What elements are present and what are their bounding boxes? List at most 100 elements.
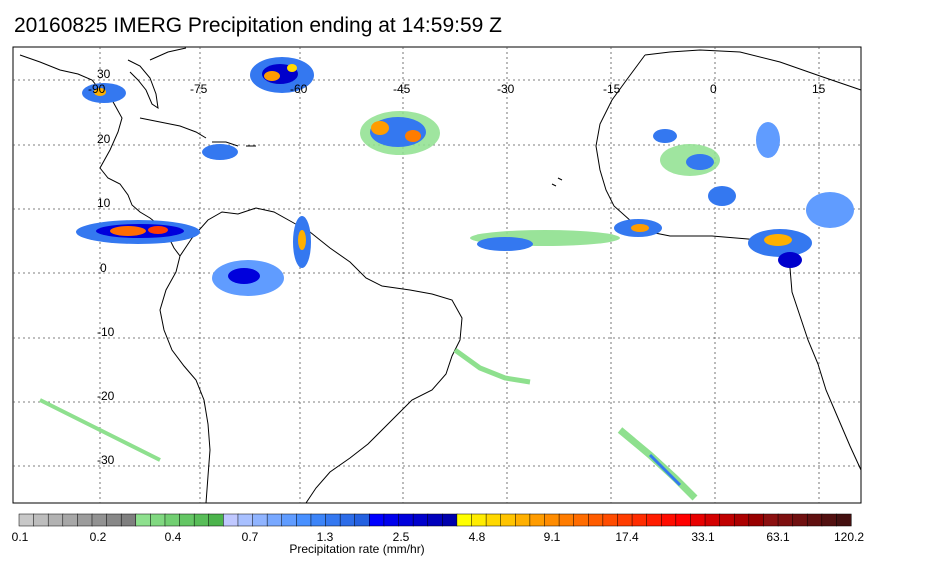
colorbar-swatch (661, 513, 677, 527)
africa-coast (595, 54, 862, 471)
colorbar-swatch (398, 513, 414, 527)
hispaniola (212, 141, 239, 147)
colorbar-swatch (748, 513, 764, 527)
colorbar-tick-label: 17.4 (615, 530, 639, 544)
lon-label: -15 (603, 82, 621, 96)
colorbar-swatch (588, 513, 604, 527)
lat-label: -20 (97, 389, 115, 403)
colorbar-swatch (164, 513, 181, 527)
colorbar-swatch (208, 513, 224, 527)
colorbar-swatch (558, 513, 575, 527)
lon-label: -90 (88, 82, 106, 96)
frontal-band-brazil (453, 347, 531, 385)
lat-label: 10 (97, 196, 111, 210)
colorbar-tick-label: 0.4 (165, 530, 182, 544)
longitude-labels: -90 -75 -60 -45 -30 -15 0 15 (88, 82, 826, 96)
cuba (139, 117, 207, 139)
map-frame (12, 46, 862, 504)
colorbar-swatch (792, 513, 808, 527)
latitude-labels: 30 20 10 0 -10 -20 -30 (97, 67, 115, 467)
colorbar-swatch (193, 513, 210, 527)
colorbar-swatch (573, 513, 589, 527)
colorbar-swatch (237, 513, 254, 527)
colorbar-swatch (325, 513, 341, 527)
colorbar-tick-label: 63.1 (766, 530, 790, 544)
south-america-west-coast (159, 255, 211, 504)
colorbar-tick-labels: 0.1 0.2 0.4 0.7 1.3 2.5 4.8 9.1 17.4 33.… (12, 530, 865, 544)
colorbar-swatch (77, 513, 93, 527)
lon-label: -30 (497, 82, 515, 96)
colorbar-swatch (500, 513, 516, 527)
lat-label: 0 (100, 261, 107, 275)
colorbar-swatch (296, 513, 312, 527)
colorbar-swatch (412, 513, 429, 527)
colorbar-swatch (690, 513, 706, 527)
colorbar-swatch (354, 513, 370, 527)
colorbar-swatch (704, 513, 721, 527)
lon-label: -60 (290, 82, 308, 96)
colorbar-swatch (631, 513, 648, 527)
south-america-coast (179, 207, 463, 504)
colorbar-tick-label: 33.1 (691, 530, 715, 544)
colorbar-swatch (646, 513, 662, 527)
colorbar-swatch (836, 513, 852, 527)
colorbar-swatch (281, 513, 297, 527)
colorbar-swatch (442, 513, 458, 527)
colorbar-swatch (106, 513, 122, 527)
colorbar-tick-label: 120.2 (834, 530, 864, 544)
colorbar-swatch (806, 513, 823, 527)
colorbar-tick-label: 1.3 (317, 530, 334, 544)
colorbar-swatch (471, 513, 487, 527)
map-title: 20160825 IMERG Precipitation ending at 1… (14, 14, 502, 37)
storm-mid-atlantic-inner (371, 121, 389, 135)
us-east-coast (149, 47, 187, 61)
florida-coast (127, 59, 159, 110)
colorbar-tick-label: 0.7 (242, 530, 259, 544)
colorbar (18, 513, 852, 527)
colorbar-swatch (544, 513, 560, 527)
africa-north-coast (644, 49, 862, 91)
lon-label: 0 (710, 82, 717, 96)
colorbar-title: Precipitation rate (mm/hr) (289, 542, 424, 556)
colorbar-swatch (485, 513, 502, 527)
colorbar-swatch (719, 513, 735, 527)
colorbar-tick-label: 0.1 (12, 530, 29, 544)
lat-label: -30 (97, 453, 115, 467)
colorbar-swatch (821, 513, 837, 527)
lat-label: 20 (97, 132, 111, 146)
colorbar-swatch (339, 513, 356, 527)
colorbar-swatch (733, 513, 750, 527)
colorbar-tick-label: 2.5 (393, 530, 410, 544)
colorbar-swatch (529, 513, 546, 527)
colorbar-swatch (47, 513, 64, 527)
colorbar-tick-label: 4.8 (469, 530, 486, 544)
colorbar-swatch (179, 513, 195, 527)
colorbar-swatch (310, 513, 327, 527)
colorbar-swatch (150, 513, 166, 527)
colorbar-swatch (777, 513, 794, 527)
lat-label: -10 (97, 325, 115, 339)
colorbar-swatch (18, 513, 35, 527)
colorbar-swatch (266, 513, 283, 527)
colorbar-swatch (383, 513, 400, 527)
lon-label: 15 (812, 82, 826, 96)
colorbar-swatch (427, 513, 443, 527)
graticule (13, 47, 861, 503)
lat-label: 30 (97, 67, 111, 81)
cape-verde (551, 177, 563, 187)
colorbar-tick-label: 0.2 (90, 530, 107, 544)
frontal-band-pacific (39, 398, 161, 462)
colorbar-swatch (369, 513, 385, 527)
lon-label: -45 (393, 82, 411, 96)
colorbar-swatch (763, 513, 779, 527)
colorbar-swatch (456, 513, 473, 527)
colorbar-swatch (33, 513, 49, 527)
colorbar-tick-label: 9.1 (544, 530, 561, 544)
colorbar-swatch (62, 513, 78, 527)
colorbar-swatch (135, 513, 151, 527)
colorbar-swatch (91, 513, 108, 527)
colorbar-swatch (223, 513, 239, 527)
colorbar-swatch (675, 513, 691, 527)
colorbar-swatch (515, 513, 531, 527)
